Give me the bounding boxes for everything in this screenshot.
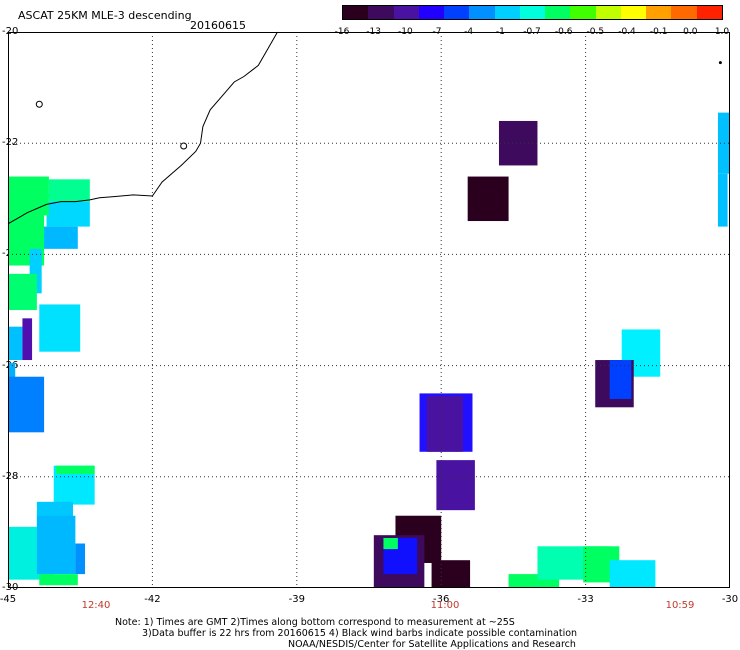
longitude-label: -36	[433, 594, 450, 605]
wind-data-cell	[609, 360, 632, 399]
color-scale-segment	[519, 6, 546, 19]
wind-data-cell	[48, 179, 90, 202]
latitude-label: -20	[2, 26, 19, 37]
wind-data-cell	[36, 515, 76, 575]
swath-time-label: 11:00	[430, 600, 460, 611]
longitude-label: -39	[288, 594, 305, 605]
longitude-label: -42	[144, 594, 161, 605]
wind-data-cell	[467, 176, 509, 222]
color-scale-segment	[595, 6, 621, 19]
island	[180, 142, 188, 150]
color-scale-segment	[494, 6, 520, 19]
footer-note-3: NOAA/NESDIS/Center for Satellite Applica…	[288, 639, 576, 650]
color-scale-segment	[696, 6, 722, 19]
wind-data-cell	[8, 362, 16, 383]
color-scale-segment	[469, 6, 495, 19]
wind-data-cell	[8, 273, 37, 310]
color-scale-bar	[342, 5, 723, 20]
color-scale-segment	[368, 6, 394, 19]
footer-note-1: Note: 1) Times are GMT 2)Times along bot…	[115, 617, 515, 628]
color-scale-segment	[570, 6, 596, 19]
swath-time-label: 12:40	[81, 600, 111, 611]
latitude-label: -28	[2, 470, 19, 482]
longitude-label: -30	[721, 594, 739, 605]
latitude-label: -22	[2, 137, 19, 149]
map-svg	[7, 31, 730, 588]
wind-data-cell	[8, 376, 45, 433]
wind-data-cell	[46, 201, 90, 227]
wind-data-cell	[498, 120, 538, 166]
color-scale-segment	[393, 6, 419, 19]
wind-data-cell	[39, 574, 78, 586]
wind-data-cell	[426, 396, 463, 452]
color-scale-segment	[343, 6, 369, 19]
coastline	[7, 31, 278, 225]
wind-data-cell	[383, 537, 398, 550]
color-scale-segment	[646, 6, 672, 19]
longitude-label: -45	[0, 594, 17, 605]
wind-data-cell	[609, 560, 656, 588]
wind-data-cell	[8, 176, 49, 216]
wind-data-cell	[22, 318, 33, 361]
wind-data-cell	[436, 460, 475, 511]
wind-data-cell	[56, 465, 95, 475]
island	[35, 100, 43, 108]
color-scale-segment	[620, 6, 647, 19]
color-scale-segment	[671, 6, 697, 19]
wind-data-cell	[431, 560, 471, 588]
swath-time-label: 10:59	[665, 600, 695, 611]
map-plot	[7, 31, 730, 588]
color-scale-segment	[545, 6, 571, 19]
wind-data-cell	[39, 226, 78, 249]
color-scale-segment	[444, 6, 470, 19]
wind-data-cell	[8, 326, 23, 361]
wind-data-cell	[39, 304, 81, 352]
footer-note-2: 3)Data buffer is 22 hrs from 20160615 4)…	[142, 628, 578, 639]
island-dot	[718, 61, 722, 65]
wind-data-cell	[717, 112, 730, 174]
chart-date: 20160615	[190, 19, 246, 32]
wind-data-cell	[75, 543, 86, 575]
wind-data-cell	[717, 173, 728, 227]
color-scale-segment	[418, 6, 445, 19]
chart-title: ASCAT 25KM MLE-3 descending	[18, 9, 192, 22]
longitude-label: -33	[577, 594, 594, 605]
